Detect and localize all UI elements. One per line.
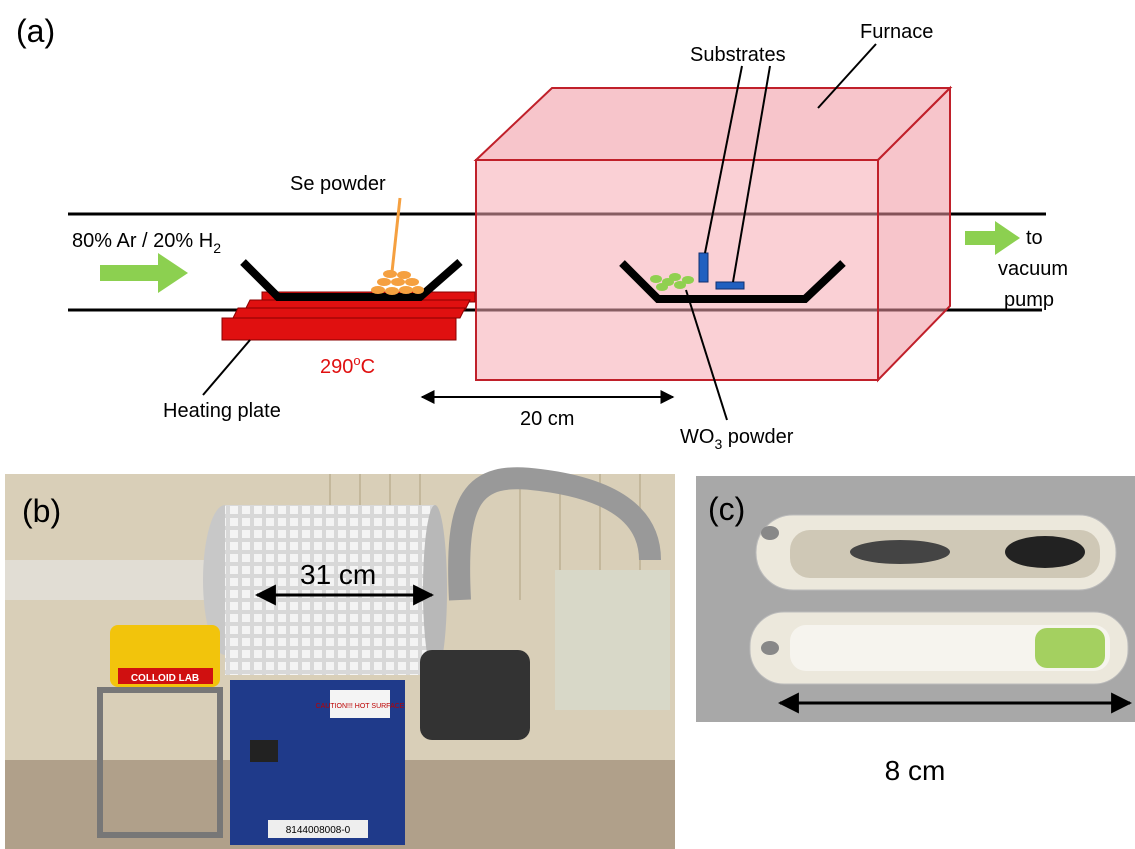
wo3-post: powder	[722, 426, 793, 448]
length-label: 31 cm	[300, 559, 376, 590]
boat-hole	[761, 526, 779, 540]
photo-background	[696, 476, 1135, 722]
outlet-label: pump	[1004, 289, 1054, 311]
mesh-cylinder	[225, 505, 435, 675]
boat-hole	[761, 641, 779, 655]
cabinet	[555, 570, 670, 710]
substrates-label: Substrates	[690, 44, 786, 66]
leader	[392, 198, 400, 272]
outlet-label: to	[1026, 227, 1043, 249]
distance-label: 20 cm	[520, 408, 574, 430]
figure: (a) 80% Ar / 20% H	[0, 0, 1135, 849]
furnace-top	[476, 88, 950, 160]
substrate	[699, 253, 708, 282]
se-powder-dots	[371, 270, 424, 295]
gas-text: 80% Ar / 20% H	[72, 230, 213, 252]
temp-value: 290	[320, 356, 353, 378]
controller	[250, 740, 278, 762]
serial: 8144008008-0	[286, 825, 351, 836]
wo3-pre: WO	[680, 426, 714, 448]
panel-a: (a) 80% Ar / 20% H	[16, 13, 1068, 452]
panel-b: 8144008008-0 CAUTION!!! HOT SURFACE COLL…	[5, 474, 675, 849]
outlet-label: vacuum	[998, 258, 1068, 280]
temp-unit: C	[361, 356, 375, 378]
panel-label: (b)	[22, 493, 61, 529]
se-residue	[850, 540, 950, 564]
se-residue	[1005, 536, 1085, 568]
se-powder-label: Se powder	[290, 173, 386, 195]
temp-sup: o	[353, 353, 360, 368]
wo3-powder	[1035, 628, 1105, 668]
wo3-label: WO3 powder	[680, 426, 794, 452]
flow-arrow	[965, 221, 1020, 255]
substrate	[716, 282, 744, 289]
panel-c: (c) 8 cm	[696, 476, 1135, 786]
wo3-sub: 3	[714, 436, 722, 452]
furnace-front	[476, 160, 878, 380]
flow-arrow	[100, 253, 188, 293]
length-label: 8 cm	[885, 755, 946, 786]
gas-sub: 2	[213, 240, 221, 256]
caution: CAUTION!!! HOT SURFACE	[316, 703, 405, 710]
leader	[203, 340, 250, 395]
gas-label: 80% Ar / 20% H2	[72, 230, 221, 256]
vacuum-pump	[420, 650, 530, 740]
panel-label: (c)	[708, 491, 745, 527]
hotplate-brand: COLLOID LAB	[131, 673, 199, 684]
temperature-label: 290oC	[320, 353, 375, 378]
panel-label: (a)	[16, 13, 55, 49]
cylinder-end	[423, 505, 447, 675]
heating-plate-label: Heating plate	[163, 400, 281, 422]
furnace-label: Furnace	[860, 21, 933, 43]
